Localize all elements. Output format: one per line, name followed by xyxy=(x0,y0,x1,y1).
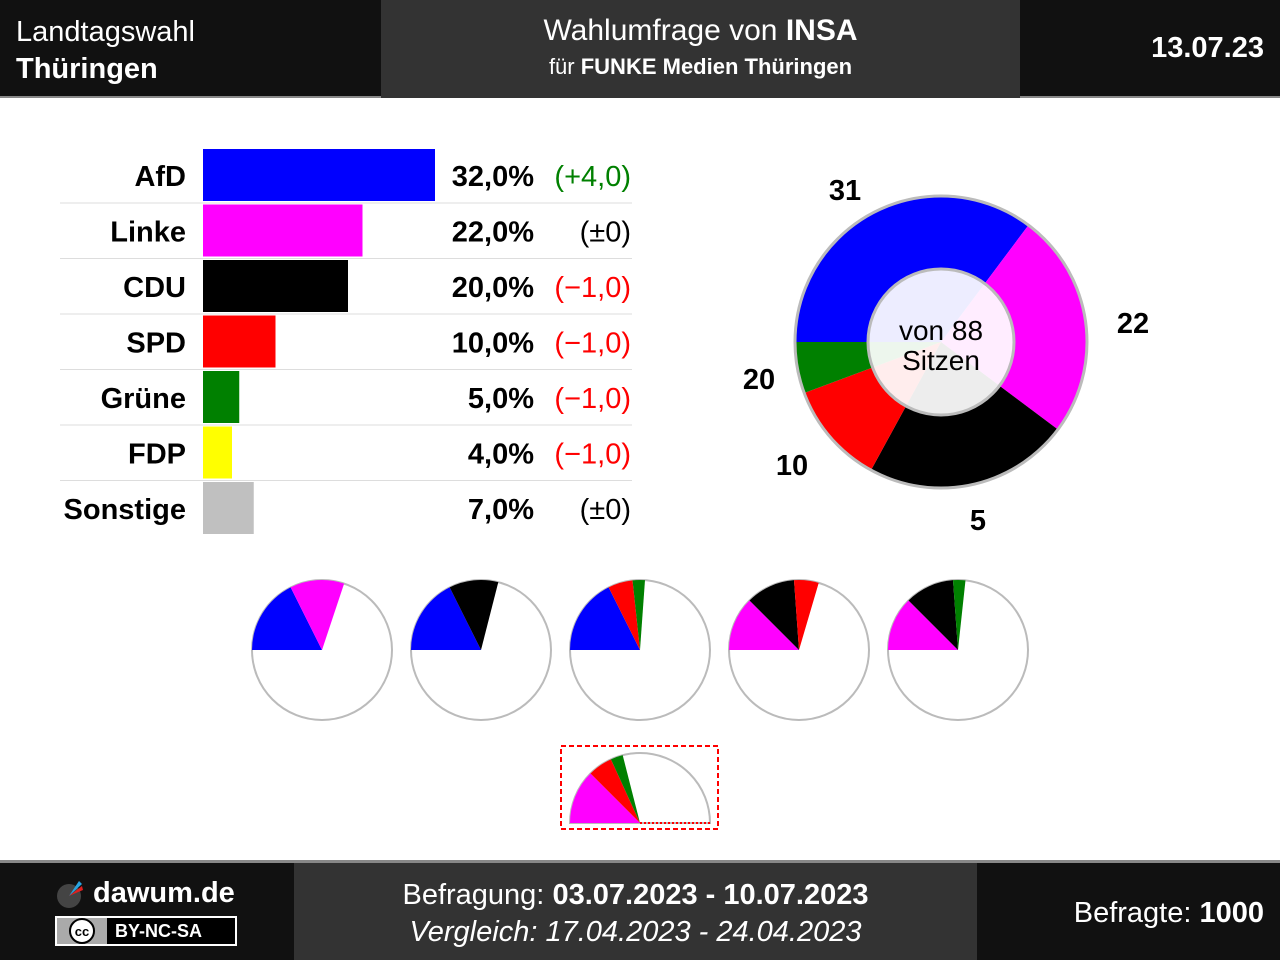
coalition-slice-linke xyxy=(729,600,799,650)
coalition-slice-spd xyxy=(608,580,640,650)
change-label: (±0) xyxy=(580,217,631,249)
region-name: Thüringen xyxy=(16,53,158,85)
chart-area: AfD 32,0% (+4,0) Linke 22,0% (±0) CDU 20,0% (−1,… xyxy=(60,149,1149,830)
value-label: 32,0% xyxy=(452,161,534,193)
coalition-slice-grüne xyxy=(610,755,640,823)
value-label: 22,0% xyxy=(452,217,534,249)
compare-label: Vergleich: xyxy=(409,916,546,948)
bar-cdu xyxy=(203,260,348,312)
bar-spd xyxy=(203,315,276,368)
change-label: (−1,0) xyxy=(554,328,631,360)
change-label: (±0) xyxy=(580,494,631,526)
header: Landtagswahl Thüringen Wahlumfrage von IN… xyxy=(0,0,1280,98)
change-label: (−1,0) xyxy=(554,272,631,304)
bar-linke xyxy=(203,204,363,257)
party-label: AfD xyxy=(134,161,186,193)
coalition-slice-grüne xyxy=(953,580,966,650)
title-prefix: Wahlumfrage von xyxy=(543,14,786,47)
respondents-label: Befragte: xyxy=(1073,897,1200,929)
coalition-slice-linke xyxy=(290,580,345,650)
license-text: BY-NC-SA xyxy=(115,920,203,941)
seat-label: 10 xyxy=(776,450,808,482)
donut-outline xyxy=(793,194,1089,490)
survey-info: Befragung: 03.07.2023 - 10.07.2023 Vergl… xyxy=(294,863,977,960)
value-label: 5,0% xyxy=(468,383,534,415)
party-label: Grüne xyxy=(101,383,186,415)
respondents-count: 1000 xyxy=(1199,897,1264,929)
coalition-slice-afd xyxy=(570,587,640,650)
party-label: Sonstige xyxy=(64,494,186,526)
bar-grüne xyxy=(203,371,240,423)
bar-sonstige xyxy=(203,482,254,534)
pie-logo-icon xyxy=(57,881,83,908)
coalition-slice-afd xyxy=(411,587,481,650)
change-label: (+4,0) xyxy=(554,161,631,193)
compare-dates: 17.04.2023 - 24.04.2023 xyxy=(545,916,862,948)
coalition-slice-grüne xyxy=(632,580,645,650)
seat-label: 5 xyxy=(970,505,986,537)
party-label: SPD xyxy=(126,328,186,360)
client-prefix: für xyxy=(548,54,581,79)
seat-label: 20 xyxy=(743,364,775,396)
footer: dawum.de cc BY-NC-SA Befragung: 03.07.202… xyxy=(0,860,1280,960)
party-label: CDU xyxy=(123,272,186,304)
client: FUNKE Medien Thüringen xyxy=(580,54,853,79)
center-line2: Sitzen xyxy=(902,345,980,376)
center-line1: von 88 xyxy=(899,315,983,346)
seat-label: 31 xyxy=(829,175,861,207)
coalition-slice-spd xyxy=(794,580,819,650)
dawum-logo[interactable]: dawum.de cc BY-NC-SA xyxy=(55,877,245,946)
coalition-slice-linke xyxy=(570,773,640,823)
cc-icon: cc xyxy=(69,918,95,944)
coalition-slice-linke xyxy=(888,600,958,650)
site-name: dawum.de xyxy=(93,877,235,909)
region-title: Landtagswahl Thüringen xyxy=(16,14,195,88)
institute: INSA xyxy=(785,14,858,47)
seat-slice-afd xyxy=(794,196,1029,342)
seat-label: 22 xyxy=(1117,308,1149,340)
change-label: (−1,0) xyxy=(554,439,631,471)
seat-slice-cdu xyxy=(871,342,1058,488)
poll-title: Wahlumfrage von INSA für FUNKE Medien Th… xyxy=(381,0,1020,98)
respondents: Befragte: 1000 xyxy=(1074,897,1264,930)
value-label: 10,0% xyxy=(452,328,534,360)
party-label: Linke xyxy=(110,217,186,249)
survey-label: Befragung: xyxy=(402,879,553,911)
value-label: 4,0% xyxy=(468,439,534,471)
bar-fdp xyxy=(203,426,232,479)
survey-dates: 03.07.2023 - 10.07.2023 xyxy=(552,879,869,911)
bar-afd xyxy=(203,149,435,201)
change-label: (−1,0) xyxy=(554,383,631,415)
license-badge: cc BY-NC-SA xyxy=(55,916,237,946)
donut-center xyxy=(866,267,1016,417)
coalition-slice-cdu xyxy=(908,580,958,650)
party-label: FDP xyxy=(128,439,186,471)
coalition-slice-cdu xyxy=(449,580,499,650)
poll-date: 13.07.23 xyxy=(1151,32,1264,64)
value-label: 7,0% xyxy=(468,494,534,526)
coalition-slice-afd xyxy=(252,587,322,650)
value-label: 20,0% xyxy=(452,272,534,304)
coalition-slice-cdu xyxy=(749,580,799,650)
coalition-slice-spd xyxy=(590,759,640,823)
region-label: Landtagswahl xyxy=(16,16,195,48)
